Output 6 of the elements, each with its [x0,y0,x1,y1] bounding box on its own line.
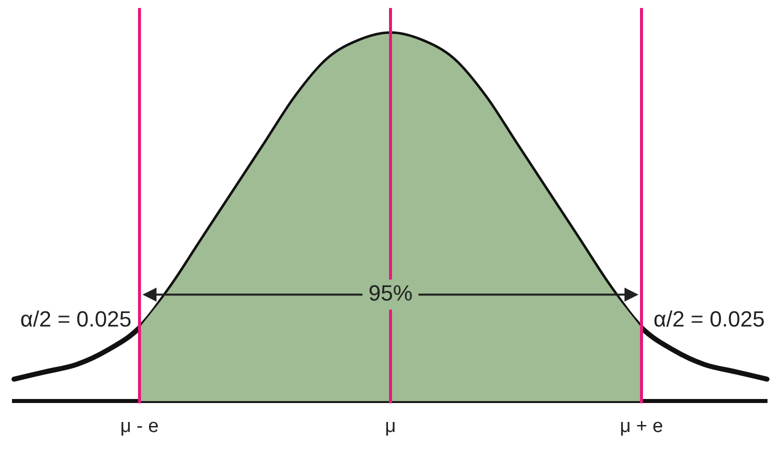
x-tick-label: μ - e [120,416,159,437]
x-tick-label: μ [385,416,396,437]
x-tick-label: μ + e [620,416,664,437]
annotation: 95% [368,280,413,306]
annotation: α/2 = 0.025 [654,306,765,332]
annotation: α/2 = 0.025 [20,306,132,332]
